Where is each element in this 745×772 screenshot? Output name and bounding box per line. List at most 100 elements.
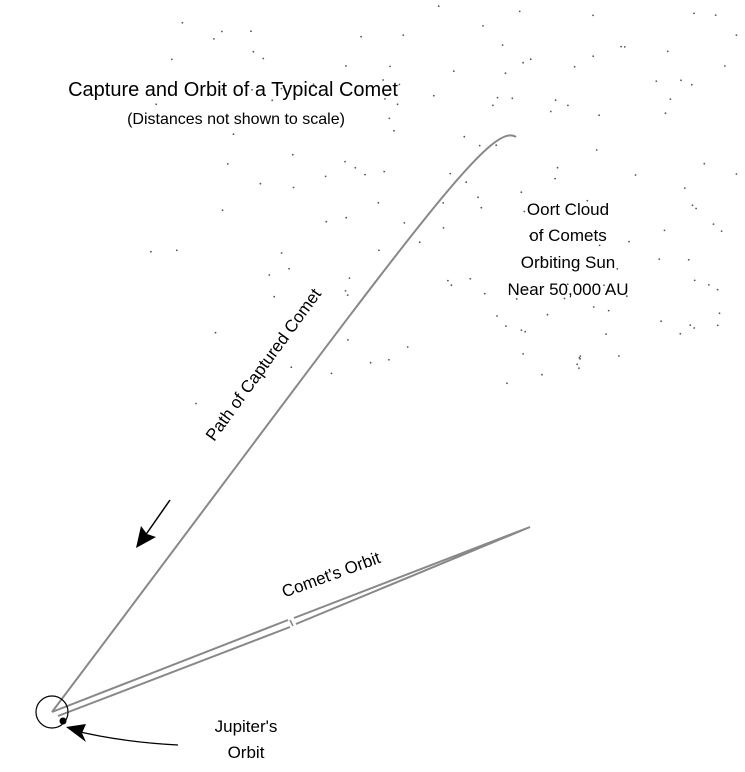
dot: [478, 144, 481, 147]
dot: [695, 207, 697, 210]
dot: [477, 196, 479, 199]
dot: [663, 229, 666, 232]
jupiter-arrow: [71, 729, 179, 746]
dot: [520, 329, 523, 331]
dot: [449, 172, 452, 175]
dot: [683, 187, 686, 190]
dot: [586, 199, 589, 202]
dot: [280, 252, 283, 254]
capture-path: [51, 134, 517, 713]
dot: [539, 233, 542, 235]
dot: [383, 170, 386, 173]
dot: [554, 177, 556, 180]
dot: [213, 38, 215, 40]
dot: [616, 268, 619, 270]
dot: [592, 14, 594, 17]
dot: [708, 284, 710, 286]
dot: [506, 382, 508, 385]
dot: [716, 288, 719, 291]
dot: [693, 279, 696, 282]
dot: [393, 129, 395, 132]
dot: [195, 402, 197, 405]
dot: [620, 45, 622, 48]
dot: [262, 367, 265, 370]
dot: [520, 191, 523, 194]
dot: [605, 333, 607, 335]
dot: [578, 367, 580, 369]
dot: [344, 160, 346, 163]
dot: [226, 163, 229, 165]
dot: [480, 206, 483, 209]
dot: [221, 30, 223, 33]
dot: [628, 240, 630, 243]
dot: [505, 325, 507, 327]
dot: [712, 223, 715, 226]
dot: [251, 88, 254, 91]
dot: [325, 220, 328, 223]
dot: [655, 80, 658, 82]
dot: [344, 290, 347, 292]
dot: [714, 14, 717, 16]
dot: [364, 173, 366, 176]
dot: [618, 355, 620, 357]
path-label: Path of Captured Comet: [202, 285, 325, 445]
dot: [432, 94, 435, 97]
dot: [175, 249, 178, 252]
dot: [518, 10, 521, 13]
dot: [388, 117, 391, 120]
dot: [563, 297, 566, 300]
dot: [577, 262, 580, 265]
dot: [549, 110, 552, 113]
dot: [691, 204, 694, 207]
dot: [523, 210, 526, 213]
dot: [679, 332, 682, 335]
dot: [598, 114, 600, 117]
dot: [288, 267, 290, 270]
dot: [382, 79, 384, 81]
arrowhead: [66, 724, 86, 742]
dot: [290, 366, 293, 369]
dot: [554, 99, 557, 102]
dot: [724, 65, 726, 67]
dot: [680, 79, 682, 82]
dot: [469, 277, 472, 280]
dot: [607, 309, 610, 312]
dot: [354, 166, 357, 169]
dot: [522, 61, 524, 64]
orbit-break: [289, 619, 294, 627]
dot: [324, 175, 327, 178]
dot: [273, 295, 276, 298]
dot: [595, 149, 598, 151]
dot: [541, 257, 544, 259]
dot: [576, 363, 579, 366]
title: Capture and Orbit of a Typical Comet: [68, 79, 398, 101]
dot: [442, 227, 445, 229]
dot: [403, 222, 406, 224]
dot: [170, 58, 173, 61]
dot: [221, 209, 224, 212]
dot: [592, 55, 595, 58]
dot: [250, 30, 252, 33]
jupiter-orbit-circle: [35, 695, 69, 729]
oort-line: Near 50,000 AU: [508, 280, 629, 299]
dot: [312, 83, 315, 86]
dot: [528, 235, 531, 237]
dot: [603, 284, 605, 287]
dot: [669, 98, 672, 100]
dot: [360, 35, 362, 38]
subtitle: (Distances not shown to scale): [127, 111, 345, 128]
dot: [522, 353, 524, 355]
dot: [501, 44, 504, 46]
dot: [660, 320, 662, 323]
oort-line: Oort Cloud: [527, 200, 609, 219]
dot: [690, 83, 693, 86]
dot: [221, 88, 224, 90]
dot: [452, 70, 455, 73]
dot: [262, 57, 265, 60]
dot: [718, 312, 721, 315]
dot: [388, 358, 390, 361]
dot: [566, 283, 569, 286]
dot: [437, 5, 440, 8]
dot: [529, 58, 532, 61]
dot: [567, 104, 569, 107]
